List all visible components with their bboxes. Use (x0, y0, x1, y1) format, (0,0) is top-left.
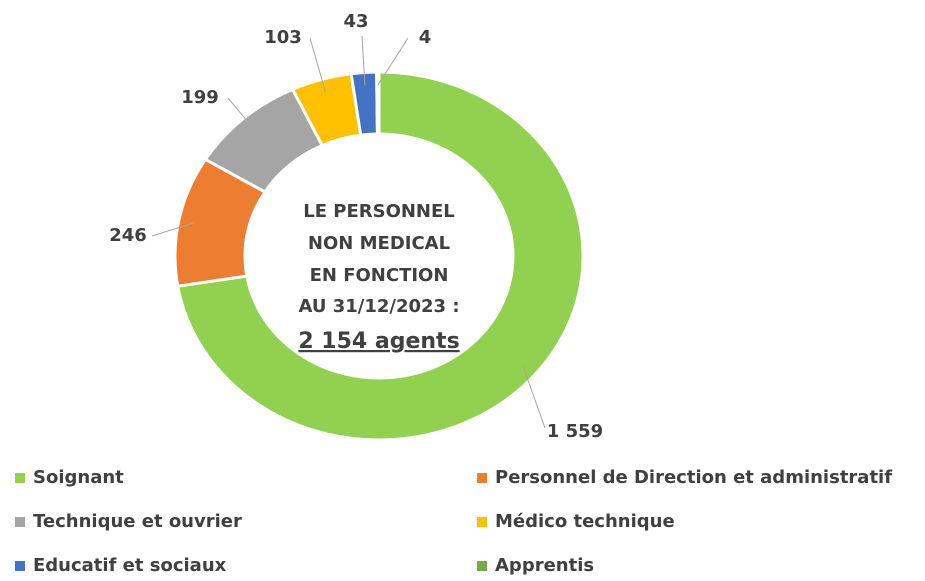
legend-swatch (477, 561, 487, 571)
legend-label: Médico technique (495, 511, 675, 532)
leader-line (151, 222, 194, 237)
data-label: 4 (419, 27, 432, 48)
center-text: EN FONCTION (310, 265, 449, 286)
center-text: LE PERSONNEL (303, 201, 455, 222)
legend-label: Apprentis (495, 555, 594, 576)
legend-swatch (15, 517, 25, 527)
center-text: AU 31/12/2023 : (298, 296, 459, 317)
legend-swatch (477, 517, 487, 527)
center-text: 2 154 agents (298, 329, 459, 354)
leader-line (361, 35, 366, 86)
leader-line (377, 37, 409, 86)
legend-label: Soignant (33, 467, 124, 488)
legend-label: Personnel de Direction et administratif (495, 467, 892, 488)
center-text: NON MEDICAL (308, 233, 450, 254)
data-label: 246 (109, 225, 147, 246)
legend-label: Technique et ouvrier (33, 511, 242, 532)
data-label: 103 (264, 27, 302, 48)
legend-swatch (477, 473, 487, 483)
legend-label: Educatif et sociaux (33, 555, 227, 576)
donut-slice (176, 70, 585, 442)
data-label: 199 (181, 87, 219, 108)
legend-swatch (15, 473, 25, 483)
legend-swatch (15, 561, 25, 571)
data-label: 1 559 (547, 421, 603, 442)
donut-slice (375, 70, 381, 136)
leader-line (522, 366, 546, 429)
leader-line (227, 97, 254, 129)
data-label: 43 (343, 11, 368, 32)
leader-line (309, 37, 326, 93)
